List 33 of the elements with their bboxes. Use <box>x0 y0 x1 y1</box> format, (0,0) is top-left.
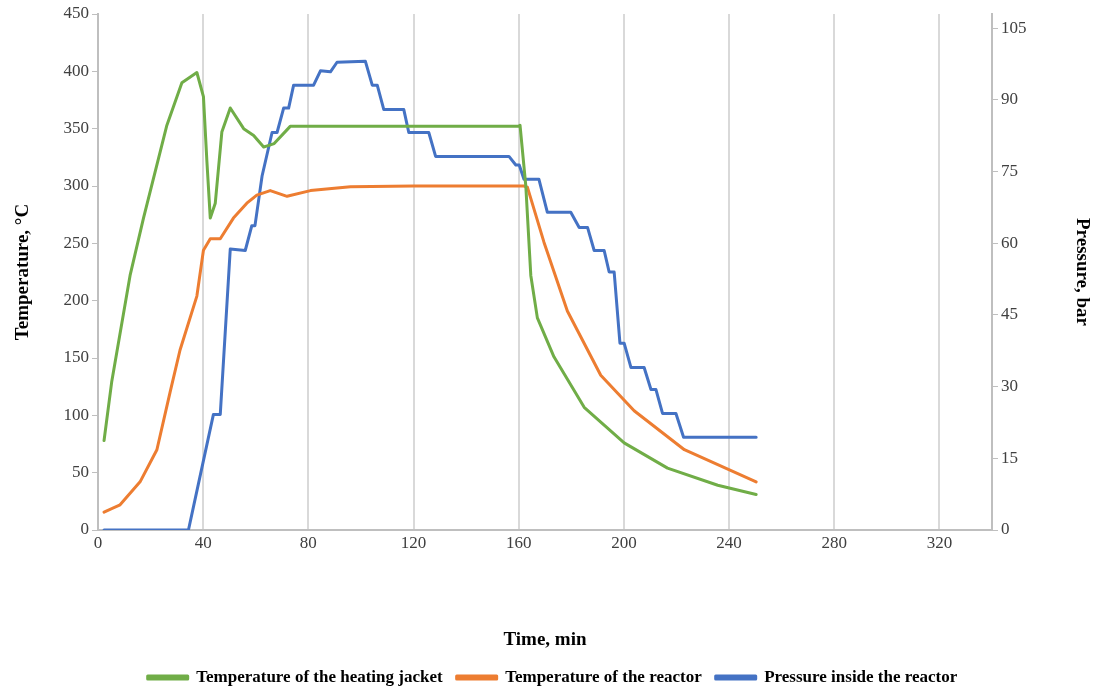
y2-tick-label: 105 <box>1001 17 1027 37</box>
x-tick-label: 120 <box>400 532 427 552</box>
y-tick-label: 200 <box>63 290 89 310</box>
y2-axis-title: Pressure, bar <box>1072 217 1094 327</box>
y2-tick-label: 90 <box>1001 89 1018 109</box>
y-tick-label: 300 <box>63 175 89 195</box>
x-tick-label: 0 <box>93 532 103 552</box>
x-tick-label: 240 <box>716 532 742 552</box>
x-tick-label: 320 <box>926 532 953 552</box>
y-tick-label: 100 <box>63 404 89 424</box>
y-tick-label: 50 <box>72 462 89 482</box>
x-tick-label: 280 <box>821 532 847 552</box>
y-tick-label: 250 <box>63 232 89 252</box>
y-tick-label: 450 <box>63 3 89 23</box>
x-tick-label: 160 <box>505 532 532 552</box>
y2-tick-label: 75 <box>1001 161 1018 181</box>
y2-tick-label: 60 <box>1001 232 1018 252</box>
y-axis-title: Temperature, °C <box>11 203 33 341</box>
x-tick-label: 80 <box>299 532 317 552</box>
x-tick-label: 200 <box>611 532 637 552</box>
legend-label: Temperature of the reactor <box>505 666 703 686</box>
y-tick-label: 400 <box>63 60 89 80</box>
y-tick-label: 150 <box>63 347 89 367</box>
y-tick-label: 0 <box>80 519 89 539</box>
y-tick-label: 350 <box>63 118 89 138</box>
y2-tick-label: 30 <box>1001 376 1018 396</box>
x-axis-title: Time, min <box>503 627 587 649</box>
y2-tick-label: 15 <box>1001 447 1018 467</box>
y2-tick-label: 0 <box>1001 519 1010 539</box>
x-tick-label: 40 <box>194 532 212 552</box>
y2-tick-label: 45 <box>1001 304 1018 324</box>
legend-label: Pressure inside the reactor <box>764 666 958 686</box>
legend-label: Temperature of the heating jacket <box>196 666 443 686</box>
